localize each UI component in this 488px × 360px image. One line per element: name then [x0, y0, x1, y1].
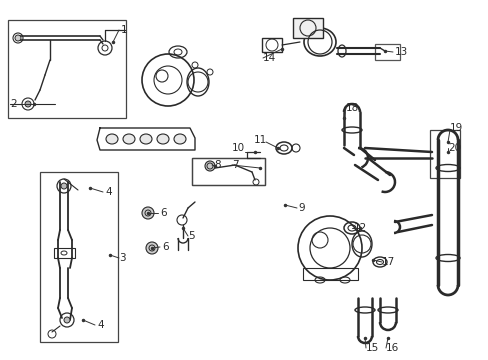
Ellipse shape: [106, 134, 118, 144]
Circle shape: [15, 35, 21, 41]
Polygon shape: [97, 128, 195, 150]
Text: 2: 2: [10, 99, 17, 109]
Circle shape: [64, 317, 70, 323]
Ellipse shape: [174, 134, 185, 144]
Text: 15: 15: [365, 343, 379, 353]
Bar: [40, 172, 118, 342]
Circle shape: [204, 161, 215, 171]
Text: 18: 18: [346, 103, 359, 113]
Text: 19: 19: [449, 123, 462, 133]
Bar: [54, 248, 75, 258]
Text: 17: 17: [381, 257, 394, 267]
Text: 3: 3: [119, 253, 125, 263]
Ellipse shape: [157, 134, 169, 144]
Bar: [374, 44, 399, 60]
Bar: [192, 158, 264, 185]
Circle shape: [61, 183, 67, 189]
Text: 13: 13: [394, 47, 407, 57]
Text: 12: 12: [353, 223, 366, 233]
Ellipse shape: [140, 134, 152, 144]
Text: 4: 4: [105, 187, 111, 197]
Text: 9: 9: [297, 203, 304, 213]
Circle shape: [142, 207, 154, 219]
Text: 11: 11: [253, 135, 267, 145]
Circle shape: [146, 242, 158, 254]
Circle shape: [25, 101, 31, 107]
Bar: [262, 38, 282, 52]
Text: 14: 14: [263, 53, 276, 63]
Bar: [192, 158, 264, 185]
Bar: [429, 130, 459, 178]
Text: 4: 4: [97, 320, 103, 330]
Text: 5: 5: [187, 231, 194, 241]
Text: 20: 20: [447, 143, 460, 153]
Text: 16: 16: [385, 343, 398, 353]
Bar: [303, 268, 357, 280]
Text: 8: 8: [214, 160, 220, 170]
Text: 6: 6: [160, 208, 166, 218]
Text: 6: 6: [162, 242, 168, 252]
Ellipse shape: [123, 134, 135, 144]
Text: 1: 1: [121, 25, 127, 35]
Bar: [292, 18, 323, 38]
Text: 7: 7: [231, 160, 238, 170]
Bar: [8, 20, 126, 118]
Text: 10: 10: [231, 143, 244, 153]
